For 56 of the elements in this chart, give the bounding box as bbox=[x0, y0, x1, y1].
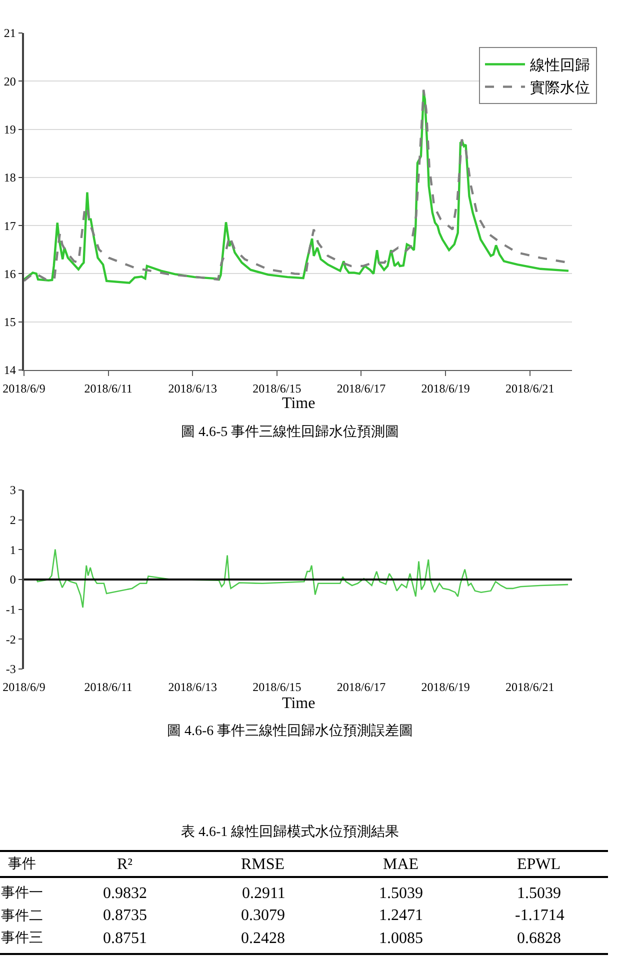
y-tick-label: -1 bbox=[6, 602, 16, 617]
data-label: 0.8735 bbox=[103, 907, 147, 924]
y-tick-label: -2 bbox=[6, 632, 16, 646]
y-tick-label: 1 bbox=[10, 542, 16, 557]
y-tick-label: 17 bbox=[4, 218, 16, 233]
x-tick-label: 2018/6/21 bbox=[506, 680, 554, 694]
y-tick-label: 3 bbox=[10, 483, 16, 498]
x-tick-label: 2018/6/19 bbox=[421, 680, 470, 694]
x-tick-label: 2018/6/17 bbox=[336, 381, 386, 396]
data-label: -1.1714 bbox=[515, 907, 564, 924]
x-tick-label: 2018/6/11 bbox=[84, 680, 132, 694]
y-tick-label: 21 bbox=[4, 26, 16, 40]
x-tick-label: 2018/6/13 bbox=[168, 680, 217, 694]
data-label: 0.2428 bbox=[241, 930, 285, 947]
data-label: 1.5039 bbox=[379, 885, 423, 902]
x-axis-title: Time bbox=[282, 395, 316, 412]
x-tick-label: 2018/6/9 bbox=[2, 680, 46, 694]
text: 圖 4.6-6 事件三線性回歸水位預測誤差圖 bbox=[167, 723, 414, 739]
y-tick-label: 16 bbox=[4, 266, 16, 281]
legend-label: 線性回歸 bbox=[529, 57, 590, 74]
text: 圖 4.6-5 事件三線性回歸水位預測圖 bbox=[181, 424, 400, 440]
legend-label: 實際水位 bbox=[530, 80, 590, 97]
y-tick-label: 20 bbox=[4, 74, 16, 88]
x-tick-label: 2018/6/9 bbox=[2, 381, 46, 396]
y-tick-label: 0 bbox=[10, 572, 16, 587]
data-label: 0.2911 bbox=[242, 885, 286, 902]
category-label: 事件二 bbox=[1, 908, 43, 924]
x-tick-label: 2018/6/15 bbox=[252, 680, 302, 694]
data-label: 0.8751 bbox=[103, 930, 147, 947]
data-label: 0.9832 bbox=[103, 885, 147, 902]
text: MAE bbox=[383, 856, 419, 873]
x-tick-label: 2018/6/15 bbox=[252, 381, 302, 396]
x-axis-title: Time bbox=[282, 695, 316, 712]
text: RMSE bbox=[241, 856, 285, 873]
category-label: 事件三 bbox=[1, 930, 43, 946]
y-tick-label: -3 bbox=[6, 662, 16, 676]
x-tick-label: 2018/6/11 bbox=[84, 381, 132, 396]
text: 事件 bbox=[8, 856, 36, 872]
x-tick-label: 2018/6/21 bbox=[506, 381, 554, 396]
x-tick-label: 2018/6/17 bbox=[336, 680, 386, 694]
x-tick-label: 2018/6/19 bbox=[421, 381, 470, 396]
text: EPWL bbox=[517, 856, 561, 873]
text: R² bbox=[117, 856, 133, 873]
y-tick-label: 15 bbox=[4, 315, 16, 330]
y-tick-label: 2 bbox=[10, 513, 16, 528]
y-tick-label: 14 bbox=[4, 363, 16, 378]
data-label: 1.5039 bbox=[517, 885, 561, 902]
data-label: 0.6828 bbox=[517, 930, 561, 947]
x-tick-label: 2018/6/13 bbox=[168, 381, 217, 396]
y-tick-label: 18 bbox=[4, 170, 16, 185]
data-label: 1.0085 bbox=[379, 930, 423, 947]
text: 表 4.6-1 線性回歸模式水位預測結果 bbox=[181, 824, 400, 840]
category-label: 事件一 bbox=[1, 885, 43, 901]
data-label: 1.2471 bbox=[379, 907, 423, 924]
data-label: 0.3079 bbox=[241, 907, 285, 924]
y-tick-label: 19 bbox=[4, 122, 16, 136]
